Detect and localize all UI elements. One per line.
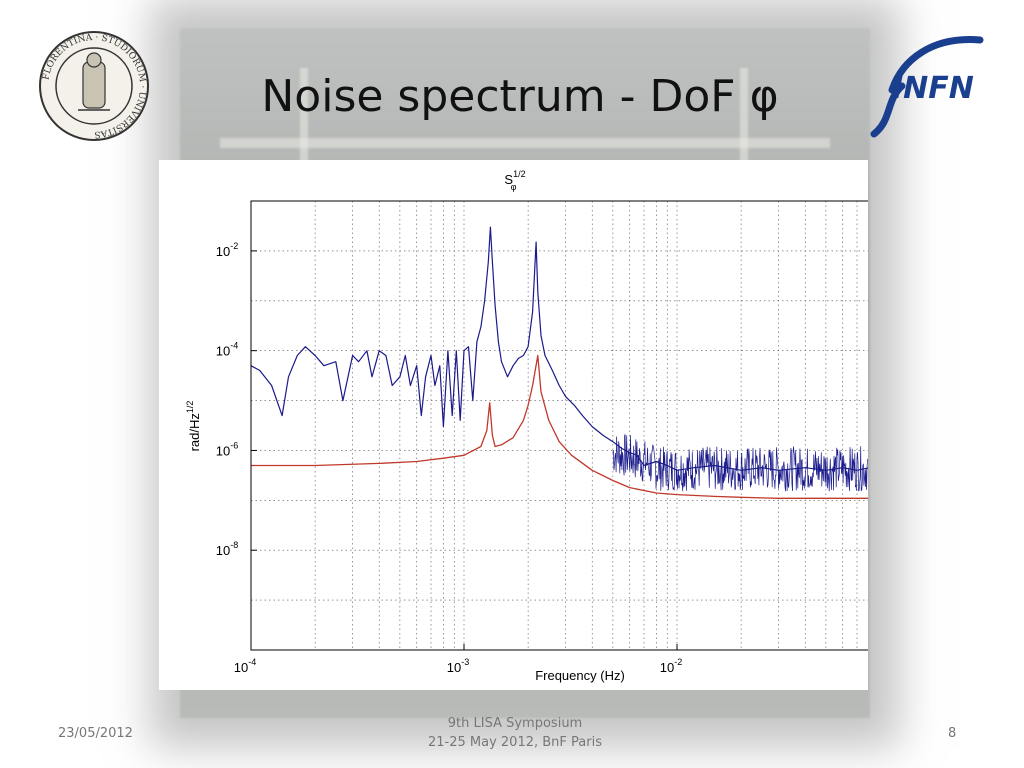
page-number: 8 — [948, 726, 957, 741]
y-tick-label: 10-2 — [216, 241, 238, 259]
university-seal-logo: FLORENTINA · STUDIORUM · UNIVERSITAS — [38, 30, 150, 142]
y-tick-label: 10-8 — [216, 540, 238, 558]
y-tick-base: 10 — [216, 244, 230, 259]
series-noise-band-measured — [612, 434, 868, 492]
chart-title: S1/2 φ — [504, 169, 525, 192]
y-tick-exponent: -8 — [230, 540, 238, 550]
x-tick-base: 10 — [447, 660, 461, 675]
grid-layer — [250, 201, 868, 650]
x-axis-label: Frequency (Hz) — [535, 668, 625, 683]
y-tick-label: 10-6 — [216, 440, 238, 458]
x-tick-exponent: -2 — [674, 657, 682, 667]
plot-frame — [250, 200, 868, 651]
x-tick-label: 10-4 — [234, 657, 256, 675]
footer-event-line1: 9th LISA Symposium — [447, 716, 583, 731]
y-axis-label-base: rad/Hz — [187, 413, 202, 451]
footer-date: 23/05/2012 — [58, 726, 133, 741]
y-tick-label: 10-4 — [216, 341, 238, 359]
y-axis-label: rad/Hz1/2 — [185, 401, 202, 452]
x-tick-label: 10-3 — [447, 657, 469, 675]
background-beam — [740, 68, 748, 188]
infn-logo-text: INFN — [892, 71, 974, 106]
chart-figure: 10-410-310-210-110-810-610-410-2 S1/2φ F… — [159, 160, 868, 690]
y-tick-base: 10 — [216, 443, 230, 458]
y-tick-exponent: -2 — [230, 241, 238, 251]
infn-logo: INFN — [862, 30, 992, 142]
background-beam — [300, 68, 308, 188]
series-line-model — [251, 354, 868, 499]
background-beam — [220, 138, 830, 148]
y-tick-exponent: -6 — [230, 440, 238, 450]
footer-event: 9th LISA Symposium 21-25 May 2012, BnF P… — [380, 714, 650, 752]
y-axis-label-superscript: 1/2 — [185, 401, 195, 414]
tick-layer: 10-410-310-210-110-810-610-410-2 — [216, 241, 682, 675]
slide-title: Noise spectrum - DoF φ — [261, 71, 779, 122]
chart-title-subscript: φ — [511, 182, 517, 192]
x-tick-exponent: -4 — [248, 657, 256, 667]
y-tick-base: 10 — [216, 344, 230, 359]
chart-title-base: S — [504, 172, 513, 187]
series-line-measured — [250, 226, 868, 471]
x-tick-exponent: -3 — [461, 657, 469, 667]
y-tick-exponent: -4 — [230, 341, 238, 351]
footer-event-line2: 21-25 May 2012, BnF Paris — [428, 735, 602, 750]
chart-title-superscript: 1/2 — [513, 169, 526, 179]
x-tick-base: 10 — [660, 660, 674, 675]
noise-spectrum-chart: 10-410-310-210-110-810-610-410-2 S1/2φ F… — [185, 169, 868, 683]
y-tick-base: 10 — [216, 543, 230, 558]
series-layer — [250, 226, 868, 499]
x-tick-label: 10-2 — [660, 657, 682, 675]
x-tick-base: 10 — [234, 660, 248, 675]
